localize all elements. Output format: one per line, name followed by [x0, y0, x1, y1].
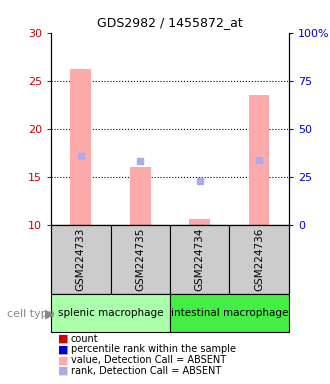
- Bar: [170, 294, 289, 332]
- Text: ▶: ▶: [45, 307, 54, 320]
- Text: value, Detection Call = ABSENT: value, Detection Call = ABSENT: [71, 355, 226, 365]
- Bar: [51, 294, 170, 332]
- Bar: [229, 225, 289, 294]
- Text: GSM224736: GSM224736: [254, 227, 264, 291]
- Bar: [170, 225, 229, 294]
- Bar: [51, 225, 111, 294]
- Text: intestinal macrophage: intestinal macrophage: [171, 308, 288, 318]
- Text: percentile rank within the sample: percentile rank within the sample: [71, 344, 236, 354]
- Bar: [189, 219, 210, 225]
- Bar: [130, 167, 150, 225]
- Bar: [71, 69, 91, 225]
- Text: GSM224734: GSM224734: [195, 227, 205, 291]
- Text: ■: ■: [58, 344, 68, 354]
- Title: GDS2982 / 1455872_at: GDS2982 / 1455872_at: [97, 16, 243, 29]
- Text: cell type: cell type: [7, 309, 54, 319]
- Text: GSM224733: GSM224733: [76, 227, 86, 291]
- Text: ■: ■: [58, 366, 68, 376]
- Text: splenic macrophage: splenic macrophage: [58, 308, 163, 318]
- Bar: [249, 95, 269, 225]
- Text: ■: ■: [58, 334, 68, 344]
- Text: count: count: [71, 334, 99, 344]
- Bar: [111, 225, 170, 294]
- Text: ■: ■: [58, 355, 68, 365]
- Text: rank, Detection Call = ABSENT: rank, Detection Call = ABSENT: [71, 366, 221, 376]
- Text: GSM224735: GSM224735: [135, 227, 145, 291]
